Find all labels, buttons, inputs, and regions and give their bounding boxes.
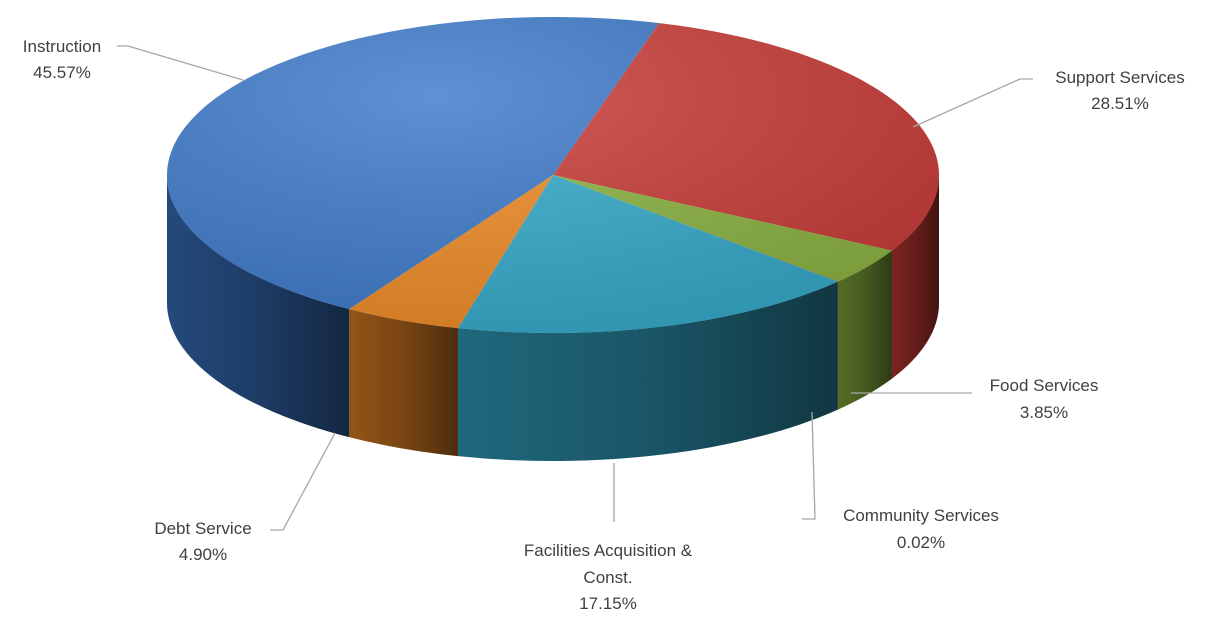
slice-label-community-services: Community Services	[843, 506, 999, 525]
slice-value-support-services: 28.51%	[1091, 94, 1149, 113]
slice-label-instruction: Instruction	[23, 37, 101, 56]
slice-value-food-services: 3.85%	[1020, 403, 1068, 422]
slice-value-instruction: 45.57%	[33, 63, 91, 82]
pie-side-shade	[349, 309, 458, 457]
slice-label-facilities: Facilities Acquisition & Const.	[524, 541, 693, 587]
leader-line-instruction	[117, 45, 244, 81]
slice-label-debt-service: Debt Service	[154, 519, 251, 538]
slice-value-debt-service: 4.90%	[179, 545, 227, 564]
leader-line-debt-service	[270, 432, 336, 531]
slice-value-community-services: 0.02%	[897, 533, 945, 552]
slice-label-support-services: Support Services	[1055, 68, 1184, 87]
slice-label-food-services: Food Services	[990, 376, 1099, 395]
pie-tops	[166, 16, 939, 333]
slice-labels: Instruction 45.57% Support Services 28.5…	[23, 37, 1185, 613]
slice-value-facilities: 17.15%	[579, 594, 637, 613]
leader-line-support-services	[912, 78, 1033, 128]
label-leader-lines	[117, 45, 1033, 531]
leader-line-community-services	[802, 411, 816, 520]
